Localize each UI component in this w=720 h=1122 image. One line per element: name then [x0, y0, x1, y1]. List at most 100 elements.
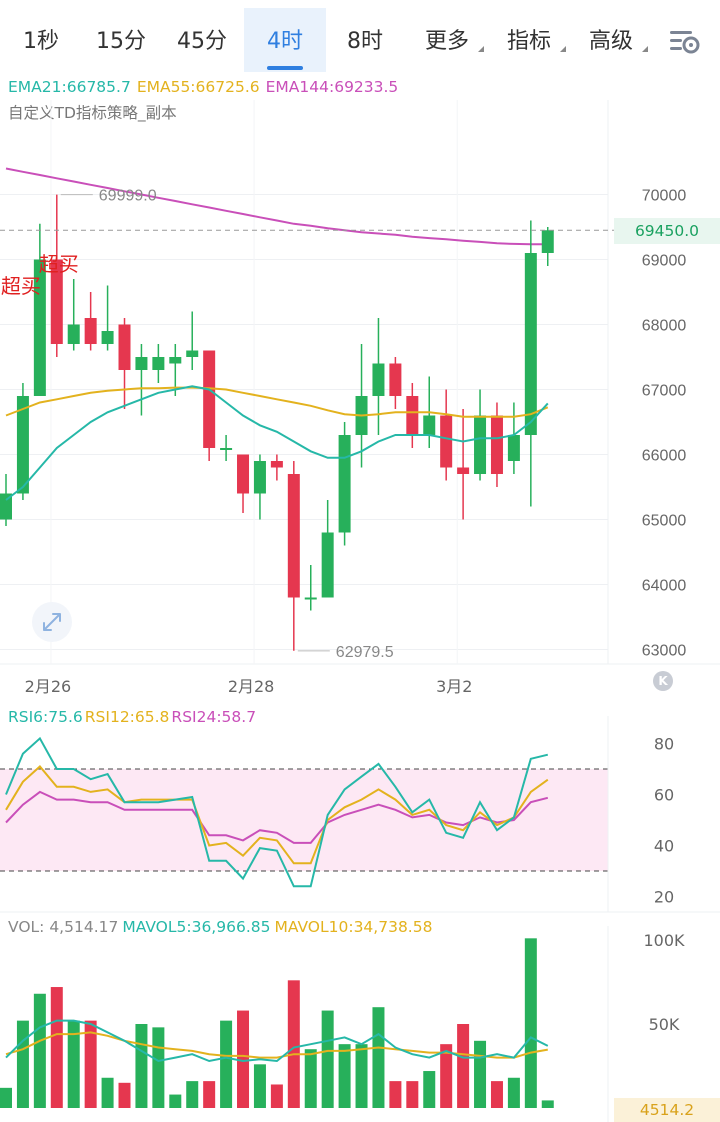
volume-bar — [490, 1081, 503, 1108]
volume-bar — [270, 1084, 283, 1108]
volume-chart[interactable]: 100K 50K — [0, 926, 720, 1122]
candle-body — [16, 396, 29, 494]
tab-label: 15分 — [96, 29, 146, 54]
candle-body — [541, 230, 554, 253]
volume-bar — [186, 1081, 199, 1108]
volume-bar — [220, 1020, 233, 1108]
volume-bar — [524, 938, 537, 1108]
k-line-icon[interactable]: K — [653, 671, 673, 691]
candle-body — [490, 415, 503, 474]
rsi-tick-label: 60 — [654, 786, 674, 805]
volume-bar — [0, 1087, 12, 1108]
tab-label: 1秒 — [23, 29, 59, 54]
ema21-line — [5, 385, 549, 501]
rsi-tick-label: 40 — [654, 837, 674, 856]
volume-bar — [372, 1007, 385, 1108]
candle-body — [0, 493, 12, 520]
volume-bar — [253, 1064, 266, 1108]
dropdown-caret-icon — [478, 46, 484, 52]
volume-bar — [321, 1010, 334, 1108]
ema144-legend: EMA144:69233.5 — [265, 78, 399, 96]
candle-body — [389, 363, 402, 396]
overbought-signal: 超买 — [1, 274, 41, 298]
candle-body — [457, 467, 470, 474]
main-legend: EMA21:66785.7 EMA55:66725.6 EMA144:69233.5 — [8, 78, 404, 96]
rsi12-legend: RSI12:65.8 — [84, 708, 170, 726]
price-tick-label: 69000 — [642, 253, 687, 270]
rsi6-legend: RSI6:75.6 — [8, 708, 83, 726]
tab-label: 45分 — [177, 29, 227, 54]
price-tick-label: 68000 — [642, 318, 687, 335]
tab-3[interactable]: 45分 — [162, 8, 242, 72]
active-tab-indicator — [267, 66, 303, 70]
last-price-tag: 69450.0 — [614, 218, 720, 244]
rsi-band-fill — [0, 769, 608, 871]
volume-bar — [507, 1077, 520, 1108]
zoom-button[interactable] — [32, 602, 72, 642]
tab-8[interactable]: 高级 — [570, 8, 652, 72]
candle-body — [440, 415, 453, 468]
volume-bar — [338, 1044, 351, 1108]
rsi-chart[interactable]: 80 60 40 20 — [0, 716, 720, 916]
tab-4[interactable]: 4时 — [244, 8, 326, 72]
volume-bar — [355, 1044, 368, 1108]
price-tick-label: 65000 — [642, 513, 687, 530]
candle-body — [406, 396, 419, 435]
tab-7[interactable]: 指标 — [488, 8, 570, 72]
volume-bar — [237, 1010, 250, 1108]
candle-body — [203, 350, 216, 448]
date-label: 2月28 — [228, 677, 275, 696]
date-label: 3月2 — [436, 677, 472, 696]
volume-bar — [304, 1049, 317, 1108]
tab-1[interactable]: 1秒 — [2, 8, 80, 72]
candle-body — [372, 363, 385, 396]
volume-bar — [474, 1040, 487, 1108]
candle-body — [474, 415, 487, 474]
candle-body — [135, 357, 148, 370]
rsi-legend: RSI6:75.6 RSI12:65.8 RSI24:58.7 — [8, 708, 262, 726]
candle-body — [237, 454, 250, 494]
candle-body — [304, 597, 317, 600]
candle-body — [270, 461, 283, 468]
volume-bar — [101, 1077, 114, 1108]
volume-tick-label: 100K — [643, 931, 685, 950]
ema144-line — [5, 167, 548, 246]
vol-legend: VOL: 4,514.17 — [8, 918, 119, 936]
volume-bar — [50, 987, 63, 1108]
volume-bar — [440, 1044, 453, 1108]
tab-5[interactable]: 8时 — [326, 8, 404, 72]
strategy-label: 自定义TD指标策略_副本 — [8, 104, 177, 122]
dropdown-caret-icon — [642, 46, 648, 52]
high-marker-label: 69999.0 — [99, 188, 157, 205]
candle-body — [118, 324, 131, 370]
tab-label: 8时 — [347, 29, 383, 54]
candle-body — [67, 324, 80, 344]
date-label: 2月26 — [25, 677, 72, 696]
candle-body — [423, 415, 436, 435]
price-tick-label: 63000 — [642, 643, 687, 660]
tab-6[interactable]: 更多 — [406, 8, 488, 72]
volume-bar — [118, 1082, 131, 1108]
expand-arrows-icon — [43, 613, 61, 631]
volume-bar — [33, 993, 46, 1108]
rsi24-line — [5, 790, 549, 844]
rsi24-legend: RSI24:58.7 — [171, 708, 257, 726]
price-tick-label: 67000 — [642, 383, 687, 400]
candle-body — [152, 357, 165, 370]
candlestick-chart[interactable]: 70000 69000 68000 67000 66000 65000 64000 63000… — [0, 100, 720, 700]
low-marker-label: 62979.5 — [336, 644, 394, 661]
chart-settings-button[interactable] — [664, 22, 704, 62]
ema55-legend: EMA55:66725.6 — [136, 78, 260, 96]
candle-body — [33, 259, 46, 396]
volume-bar — [135, 1024, 148, 1108]
candle-body — [253, 461, 266, 494]
volume-bar — [406, 1081, 419, 1108]
volume-bar — [84, 1020, 97, 1108]
tab-label: 指标 — [506, 29, 551, 54]
candle-body — [186, 350, 199, 357]
tab-2[interactable]: 15分 — [82, 8, 160, 72]
ema21-legend: EMA21:66785.7 — [8, 78, 131, 96]
volume-bar — [67, 1020, 80, 1108]
volume-bar — [152, 1027, 165, 1108]
candle-body — [287, 474, 300, 598]
